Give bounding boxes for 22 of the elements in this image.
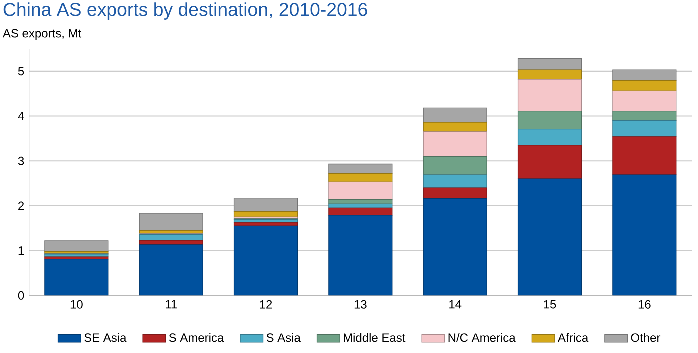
x-tick-label: 10	[70, 300, 83, 309]
y-tick-label: 1	[18, 246, 24, 255]
y-tick-label: 4	[18, 112, 24, 120]
legend-label: Other	[631, 333, 661, 342]
legend-label: S America	[169, 333, 224, 342]
x-tick-label: 12	[260, 300, 272, 309]
legend-label: S Asia	[266, 333, 301, 342]
chart-title: China AS exports by destination, 2010-2016	[4, 2, 368, 20]
x-tick-label: 13	[354, 300, 367, 309]
legend-label: N/C America	[448, 333, 516, 342]
x-tick-label: 14	[450, 300, 462, 309]
y-tick-label: 3	[18, 156, 24, 166]
x-tick-label: 16	[638, 300, 651, 309]
legend-label: Africa	[558, 333, 589, 342]
legend-label: SE Asia	[84, 333, 127, 342]
y-tick-label: 2	[18, 202, 24, 210]
y-tick-label: 0	[18, 291, 24, 300]
y-tick-label: 5	[18, 67, 24, 76]
legend-label: Middle East	[344, 333, 406, 342]
y-axis-title: AS exports, Mt	[2, 29, 82, 40]
x-tick-label: 15	[544, 300, 556, 309]
x-tick-label: 11	[166, 300, 177, 309]
